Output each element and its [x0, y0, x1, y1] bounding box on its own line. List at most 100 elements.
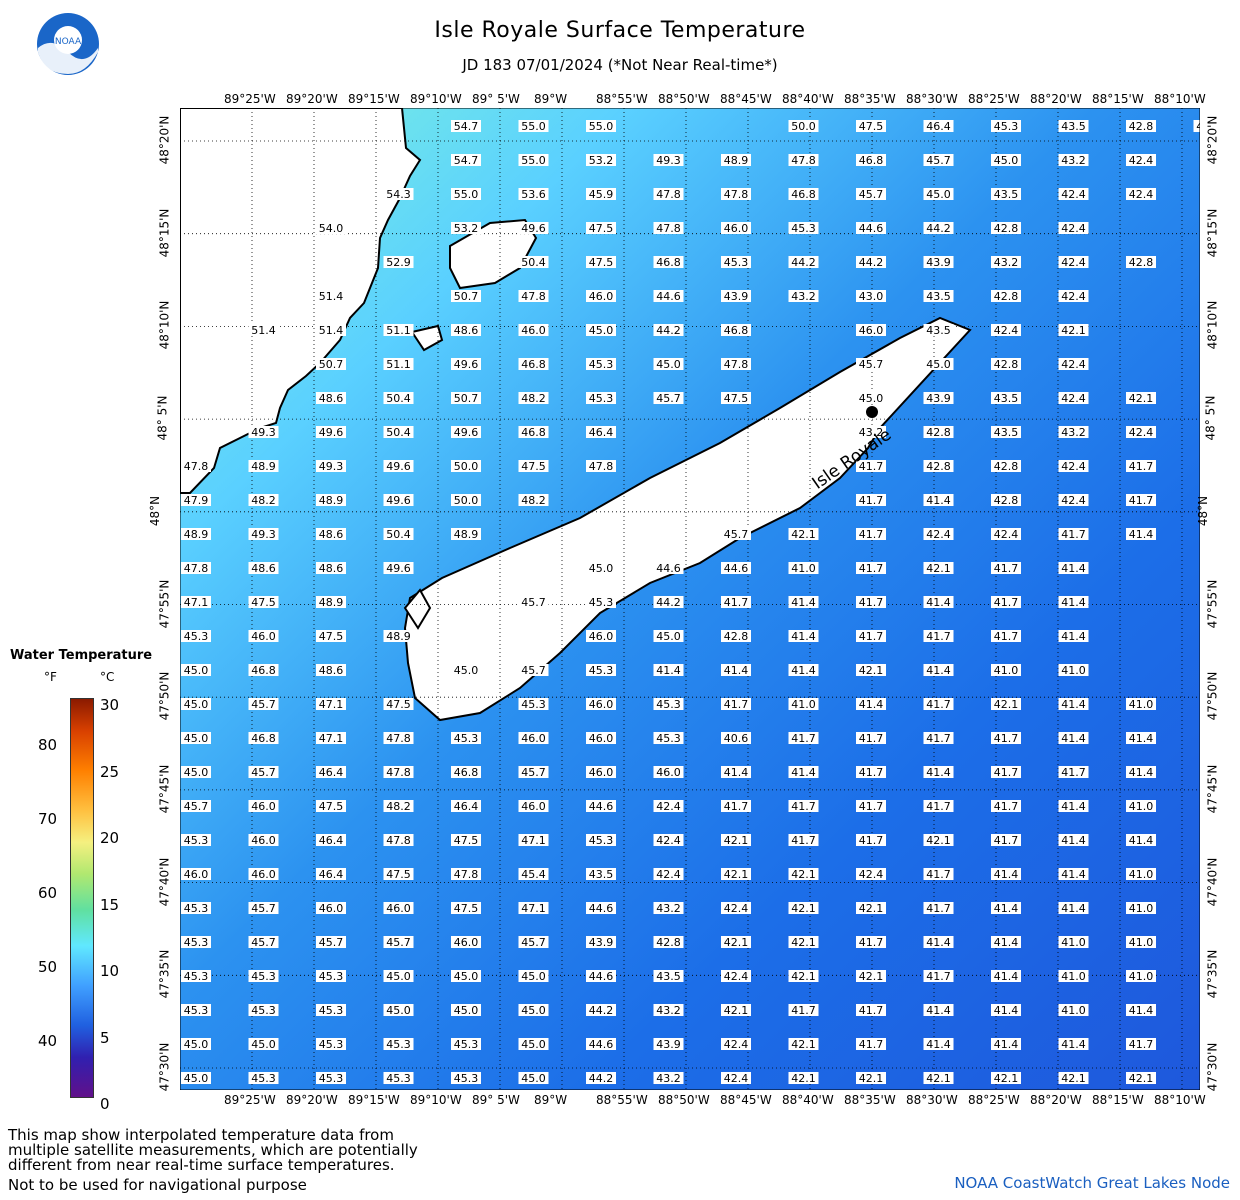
temperature-value: 46.0 [383, 902, 414, 915]
svg-text:42.1: 42.1 [791, 1038, 816, 1051]
temperature-value: 50.4 [383, 528, 414, 541]
temperature-value: 47.1 [316, 732, 346, 745]
svg-text:47.5: 47.5 [454, 834, 479, 847]
temperature-value: 55.0 [518, 154, 549, 167]
temperature-value: 42.1 [856, 1072, 886, 1085]
svg-text:45.7: 45.7 [521, 664, 546, 677]
temperature-value: 45.3 [586, 392, 616, 405]
svg-text:54.0: 54.0 [319, 222, 344, 235]
temperature-value: 41.0 [1126, 936, 1156, 949]
temperature-value: 46.0 [586, 766, 616, 779]
svg-text:42.4: 42.4 [656, 800, 681, 813]
svg-text:42.4: 42.4 [1061, 494, 1086, 507]
temperature-map: 54.7 55.0 55.0 50.0 47.5 46.4 45.3 43.5 42.8 42.8… [180, 108, 1200, 1090]
temperature-value: 47.8 [451, 868, 481, 881]
temperature-value: 41.7 [1126, 494, 1156, 507]
svg-text:45.0: 45.0 [251, 1038, 276, 1051]
svg-text:41.7: 41.7 [994, 596, 1019, 609]
svg-text:41.0: 41.0 [1129, 868, 1154, 881]
svg-text:42.1: 42.1 [791, 1072, 816, 1085]
temperature-value: 54.7 [451, 154, 481, 167]
svg-text:47.8: 47.8 [656, 188, 681, 201]
temperature-value: 44.6 [586, 902, 616, 915]
temperature-value: 41.7 [721, 800, 751, 813]
temperature-value: 41.4 [1058, 562, 1089, 575]
temperature-value: 41.0 [1058, 1004, 1089, 1017]
svg-text:46.4: 46.4 [319, 766, 344, 779]
celsius-tick: 10 [100, 962, 120, 980]
temperature-value: 41.7 [856, 1038, 886, 1051]
temperature-value: 41.7 [991, 562, 1021, 575]
temperature-value: 41.4 [923, 596, 954, 609]
temperature-value: 46.0 [518, 324, 549, 337]
svg-text:46.8: 46.8 [251, 732, 276, 745]
temperature-value: 41.7 [856, 936, 886, 949]
svg-text:42.4: 42.4 [656, 868, 681, 881]
temperature-value: 43.9 [586, 936, 616, 949]
svg-text:45.0: 45.0 [589, 562, 614, 575]
celsius-tick: 15 [100, 895, 120, 914]
temperature-value: 47.8 [721, 188, 751, 201]
svg-text:45.7: 45.7 [184, 800, 209, 813]
temperature-value: 42.4 [1126, 426, 1156, 439]
temperature-value: 42.8 [653, 936, 684, 949]
temperature-value: 45.7 [316, 936, 346, 949]
svg-text:41.7: 41.7 [859, 528, 884, 541]
temperature-value: 41.4 [923, 664, 954, 677]
temperature-value: 44.2 [788, 256, 819, 269]
longitude-label: 89°25'W [224, 1093, 276, 1107]
temperature-value: 45.0 [181, 698, 211, 711]
svg-text:41.7: 41.7 [859, 834, 884, 847]
temperature-value: 42.1 [788, 528, 819, 541]
svg-text:41.7: 41.7 [926, 630, 951, 643]
svg-text:45.3: 45.3 [791, 222, 816, 235]
svg-text:41.7: 41.7 [1129, 494, 1154, 507]
latitude-label: 48°20'N [1205, 115, 1220, 165]
temperature-value: 41.4 [788, 766, 819, 779]
latitude-label: 48° 5'N [1203, 395, 1218, 441]
longitude-label: 88°45'W [720, 1093, 772, 1107]
fahrenheit-tick: 80 [38, 736, 58, 754]
svg-text:41.4: 41.4 [994, 868, 1019, 881]
longitude-label: 89°25'W [224, 92, 276, 106]
temperature-value: 45.3 [181, 630, 211, 643]
temperature-value: 46.0 [518, 800, 549, 813]
temperature-value: 45.3 [451, 732, 481, 745]
svg-text:49.3: 49.3 [251, 426, 276, 439]
svg-text:50.4: 50.4 [386, 426, 411, 439]
temperature-value: 46.8 [856, 154, 886, 167]
svg-text:42.4: 42.4 [724, 902, 749, 915]
temperature-value: 47.8 [383, 766, 414, 779]
temperature-value: 48.9 [316, 494, 346, 507]
svg-text:42.4: 42.4 [1061, 290, 1086, 303]
svg-text:50.0: 50.0 [454, 460, 479, 473]
temperature-value: 45.0 [181, 1072, 211, 1085]
temperature-value: 48.9 [451, 528, 481, 541]
svg-text:43.2: 43.2 [1061, 426, 1086, 439]
temperature-value: 49.6 [383, 460, 414, 473]
temperature-value: 41.7 [856, 630, 886, 643]
svg-text:42.1: 42.1 [994, 1072, 1019, 1085]
svg-text:46.8: 46.8 [521, 426, 546, 439]
temperature-value: 54.0 [316, 222, 346, 235]
svg-text:42.1: 42.1 [859, 664, 884, 677]
svg-text:43.9: 43.9 [656, 1038, 681, 1051]
temperature-value: 43.9 [721, 290, 751, 303]
temperature-value: 46.0 [586, 290, 616, 303]
svg-text:41.4: 41.4 [1061, 834, 1086, 847]
svg-text:46.8: 46.8 [791, 188, 816, 201]
temperature-value: 42.1 [1126, 392, 1156, 405]
temperature-value: 45.0 [383, 1004, 414, 1017]
temperature-value: 49.3 [248, 528, 279, 541]
temperature-value: 49.6 [316, 426, 346, 439]
svg-text:45.3: 45.3 [184, 630, 209, 643]
svg-text:52.9: 52.9 [386, 256, 411, 269]
temperature-value: 41.0 [788, 562, 819, 575]
svg-text:41.0: 41.0 [994, 664, 1019, 677]
temperature-value: 50.7 [316, 358, 346, 371]
svg-text:47.5: 47.5 [859, 120, 884, 133]
temperature-value: 51.4 [316, 324, 346, 337]
svg-text:49.6: 49.6 [386, 494, 411, 507]
temperature-value: 46.0 [451, 936, 481, 949]
temperature-value: 45.3 [316, 1004, 346, 1017]
